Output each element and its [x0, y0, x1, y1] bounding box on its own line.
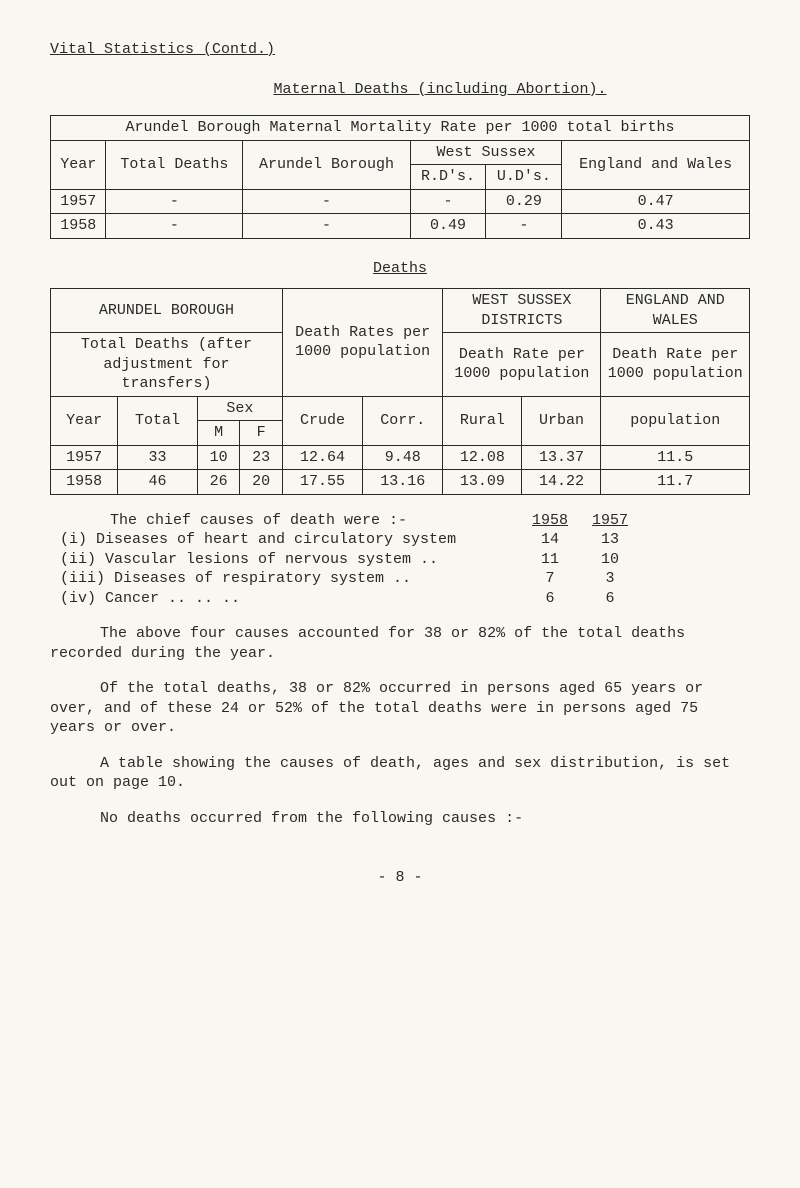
maternal-mortality-table: Arundel Borough Maternal Mortality Rate … [50, 115, 750, 239]
col-death-rate-eng: Death Rate per 1000 population [601, 333, 750, 397]
cell: 13.16 [363, 470, 443, 495]
cause-value: 11 [520, 550, 580, 570]
col-year: Year [51, 140, 106, 189]
cause-value: 6 [580, 589, 640, 609]
col-arundel-borough: ARUNDEL BOROUGH [51, 289, 283, 333]
cell: 13.09 [443, 470, 522, 495]
cell: 23 [240, 445, 283, 470]
cell: 11.5 [601, 445, 750, 470]
deaths-table: ARUNDEL BOROUGH Death Rates per 1000 pop… [50, 288, 750, 495]
cause-value: 10 [580, 550, 640, 570]
cell: 0.47 [562, 189, 750, 214]
causes-section: The chief causes of death were :- 1958 1… [60, 511, 750, 609]
paragraph-2: Of the total deaths, 38 or 82% occurred … [50, 679, 750, 738]
cell: 0.43 [562, 214, 750, 239]
cause-value: 6 [520, 589, 580, 609]
cause-row: (iii) Diseases of respiratory system .. … [60, 569, 750, 589]
cell: 1958 [51, 470, 118, 495]
col-urban: Urban [522, 396, 601, 445]
col-m: M [197, 421, 240, 446]
table-row: 1957 33 10 23 12.64 9.48 12.08 13.37 11.… [51, 445, 750, 470]
cause-value: 3 [580, 569, 640, 589]
cause-label: (iv) Cancer .. .. .. [60, 589, 520, 609]
page-heading: Vital Statistics (Contd.) [50, 40, 750, 60]
page-number: - 8 - [50, 868, 750, 888]
col-england-wales: ENGLAND AND WALES [601, 289, 750, 333]
cell: - [243, 189, 410, 214]
cell: 13.37 [522, 445, 601, 470]
cell: 33 [118, 445, 198, 470]
col-population: population [601, 396, 750, 445]
cell: 9.48 [363, 445, 443, 470]
year-1957: 1957 [580, 511, 640, 531]
cell: - [106, 214, 243, 239]
cell: 14.22 [522, 470, 601, 495]
col-crude: Crude [282, 396, 362, 445]
cause-value: 13 [580, 530, 640, 550]
year-1958: 1958 [520, 511, 580, 531]
paragraph-3: A table showing the causes of death, age… [50, 754, 750, 793]
col-england: England and Wales [562, 140, 750, 189]
cell: - [106, 189, 243, 214]
col-uds: U.D's. [486, 165, 562, 190]
cell: 10 [197, 445, 240, 470]
cell: 1957 [51, 189, 106, 214]
paragraph-4: No deaths occurred from the following ca… [50, 809, 750, 829]
cell: 46 [118, 470, 198, 495]
cell: 12.64 [282, 445, 362, 470]
cell: 0.29 [486, 189, 562, 214]
cell: 1958 [51, 214, 106, 239]
table-row: 1958 46 26 20 17.55 13.16 13.09 14.22 11… [51, 470, 750, 495]
cause-value: 14 [520, 530, 580, 550]
paragraph-1: The above four causes accounted for 38 o… [50, 624, 750, 663]
cell: - [410, 189, 486, 214]
col-death-rates: Death Rates per 1000 population [282, 289, 442, 397]
col-total-deaths: Total Deaths [106, 140, 243, 189]
cause-label: (iii) Diseases of respiratory system .. [60, 569, 520, 589]
cell: 12.08 [443, 445, 522, 470]
col-death-rate-per: Death Rate per 1000 population [443, 333, 601, 397]
col-west-sussex: West Sussex [410, 140, 562, 165]
cause-row: (i) Diseases of heart and circulatory sy… [60, 530, 750, 550]
table1-title: Arundel Borough Maternal Mortality Rate … [51, 116, 750, 141]
cell: 20 [240, 470, 283, 495]
cause-row: (ii) Vascular lesions of nervous system … [60, 550, 750, 570]
table-row: 1957 - - - 0.29 0.47 [51, 189, 750, 214]
cause-label: (i) Diseases of heart and circulatory sy… [60, 530, 520, 550]
cell: 26 [197, 470, 240, 495]
table-row: 1958 - - 0.49 - 0.43 [51, 214, 750, 239]
col-west-sussex: WEST SUSSEX DISTRICTS [443, 289, 601, 333]
subheading: Maternal Deaths (including Abortion). [130, 80, 750, 100]
col-rds: R.D's. [410, 165, 486, 190]
cell: - [486, 214, 562, 239]
col-total: Total [118, 396, 198, 445]
col-sex: Sex [197, 396, 282, 421]
cell: 0.49 [410, 214, 486, 239]
col-total-deaths-after: Total Deaths (after adjustment for trans… [51, 333, 283, 397]
col-rural: Rural [443, 396, 522, 445]
cause-row: (iv) Cancer .. .. .. 6 6 [60, 589, 750, 609]
deaths-title: Deaths [50, 259, 750, 279]
causes-intro: The chief causes of death were :- [60, 511, 520, 531]
col-year: Year [51, 396, 118, 445]
cause-label: (ii) Vascular lesions of nervous system … [60, 550, 520, 570]
cell: 11.7 [601, 470, 750, 495]
cell: 1957 [51, 445, 118, 470]
col-f: F [240, 421, 283, 446]
col-corr: Corr. [363, 396, 443, 445]
cell: - [243, 214, 410, 239]
cause-value: 7 [520, 569, 580, 589]
cell: 17.55 [282, 470, 362, 495]
col-arundel: Arundel Borough [243, 140, 410, 189]
